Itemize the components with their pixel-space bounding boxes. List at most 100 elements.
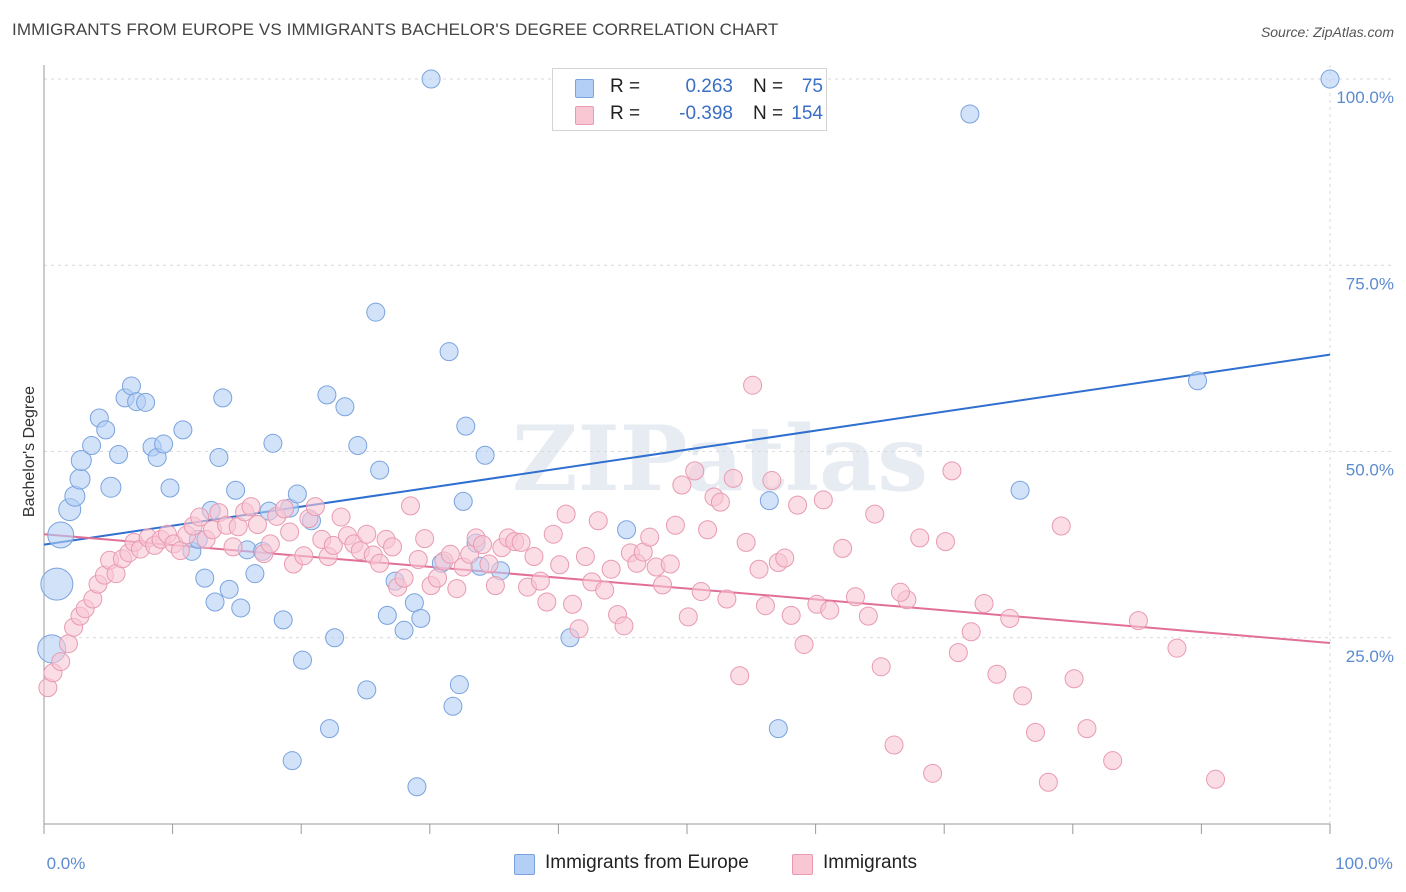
point-immigrants: [260, 534, 280, 554]
y-tick-label: 50.0%: [1346, 461, 1394, 480]
point-immigrants: [698, 520, 718, 540]
bottom-legend-swatch-europe: [514, 854, 535, 875]
point-immigrants: [1026, 722, 1046, 742]
point-immigrants: [987, 664, 1007, 684]
point-immigrants: [223, 537, 243, 557]
point-europe: [377, 605, 397, 625]
point-europe: [960, 104, 980, 124]
point-immigrants: [948, 643, 968, 663]
point-immigrants: [923, 763, 943, 783]
point-europe: [69, 468, 91, 490]
point-europe: [209, 447, 229, 467]
point-immigrants: [942, 461, 962, 481]
point-immigrants: [524, 547, 544, 567]
point-europe: [319, 719, 339, 739]
point-immigrants: [305, 497, 325, 517]
point-immigrants: [331, 507, 351, 527]
point-europe: [195, 568, 215, 588]
axes: [43, 65, 1331, 834]
x-tick-label: 100.0%: [1335, 854, 1393, 873]
point-immigrants: [401, 496, 421, 516]
point-europe: [263, 433, 283, 453]
point-immigrants: [1103, 751, 1123, 771]
point-immigrants: [961, 622, 981, 642]
point-immigrants: [640, 527, 660, 547]
legend-n-label: N =: [753, 76, 784, 97]
point-immigrants: [833, 538, 853, 558]
point-europe: [282, 751, 302, 771]
point-europe: [40, 567, 74, 601]
point-immigrants: [678, 607, 698, 627]
point-immigrants: [935, 532, 955, 552]
legend-r-label: R =: [610, 103, 641, 124]
point-europe: [449, 675, 469, 695]
point-europe: [357, 680, 377, 700]
point-immigrants: [1167, 638, 1187, 658]
legend-r-label: R =: [610, 76, 641, 97]
point-immigrants: [370, 553, 390, 573]
point-europe: [82, 436, 102, 456]
legend-r-value: 0.263: [685, 76, 733, 97]
point-immigrants: [556, 504, 576, 524]
point-immigrants: [614, 616, 634, 636]
point-immigrants: [781, 605, 801, 625]
point-immigrants: [323, 535, 343, 555]
point-europe: [453, 491, 473, 511]
point-europe: [47, 521, 75, 549]
point-europe: [411, 608, 431, 628]
point-immigrants: [357, 524, 377, 544]
point-immigrants: [550, 555, 570, 575]
point-immigrants: [563, 594, 583, 614]
point-immigrants: [440, 544, 460, 564]
point-immigrants: [1206, 769, 1226, 789]
point-europe: [273, 610, 293, 630]
tick-labels: 25.0% 50.0% 75.0% 100.0% 0.0% 100.0% Bachelor'…: [21, 88, 1394, 873]
point-europe: [96, 420, 116, 440]
point-immigrants: [884, 735, 904, 755]
point-europe: [456, 416, 476, 436]
point-immigrants: [1013, 686, 1033, 706]
point-immigrants: [665, 515, 685, 535]
point-immigrants: [723, 468, 743, 488]
point-immigrants: [394, 568, 414, 588]
point-europe: [439, 342, 459, 362]
point-europe: [1010, 480, 1030, 500]
point-europe: [213, 388, 233, 408]
point-immigrants: [762, 471, 782, 491]
point-immigrants: [717, 589, 737, 609]
point-europe: [245, 564, 265, 584]
point-europe: [136, 392, 156, 412]
point-immigrants: [813, 490, 833, 510]
legend-n-label: N =: [753, 103, 784, 124]
point-immigrants: [691, 582, 711, 602]
point-immigrants: [485, 576, 505, 596]
point-europe: [109, 444, 129, 464]
point-immigrants: [890, 582, 910, 602]
point-europe: [366, 302, 386, 322]
point-europe: [317, 385, 337, 405]
trend-line-europe: [43, 353, 1331, 546]
point-europe: [335, 397, 355, 417]
point-europe: [759, 491, 779, 511]
point-immigrants: [595, 580, 615, 600]
point-immigrants: [820, 600, 840, 620]
point-europe: [617, 520, 637, 540]
bottom-legend-swatch-immigrants: [792, 854, 813, 875]
chart-title: IMMIGRANTS FROM EUROPE VS IMMIGRANTS BAC…: [12, 20, 779, 39]
point-europe: [231, 598, 251, 618]
point-immigrants: [294, 546, 314, 566]
point-immigrants: [660, 554, 680, 574]
point-immigrants: [653, 575, 673, 595]
point-immigrants: [858, 606, 878, 626]
point-europe: [292, 650, 312, 670]
point-immigrants: [672, 475, 692, 495]
point-immigrants: [755, 596, 775, 616]
point-immigrants: [1051, 516, 1071, 536]
point-immigrants: [1077, 719, 1097, 739]
point-europe: [1320, 69, 1340, 89]
point-immigrants: [537, 592, 557, 612]
point-immigrants: [569, 619, 589, 639]
point-immigrants: [241, 497, 261, 517]
point-immigrants: [865, 504, 885, 524]
point-europe: [768, 719, 788, 739]
